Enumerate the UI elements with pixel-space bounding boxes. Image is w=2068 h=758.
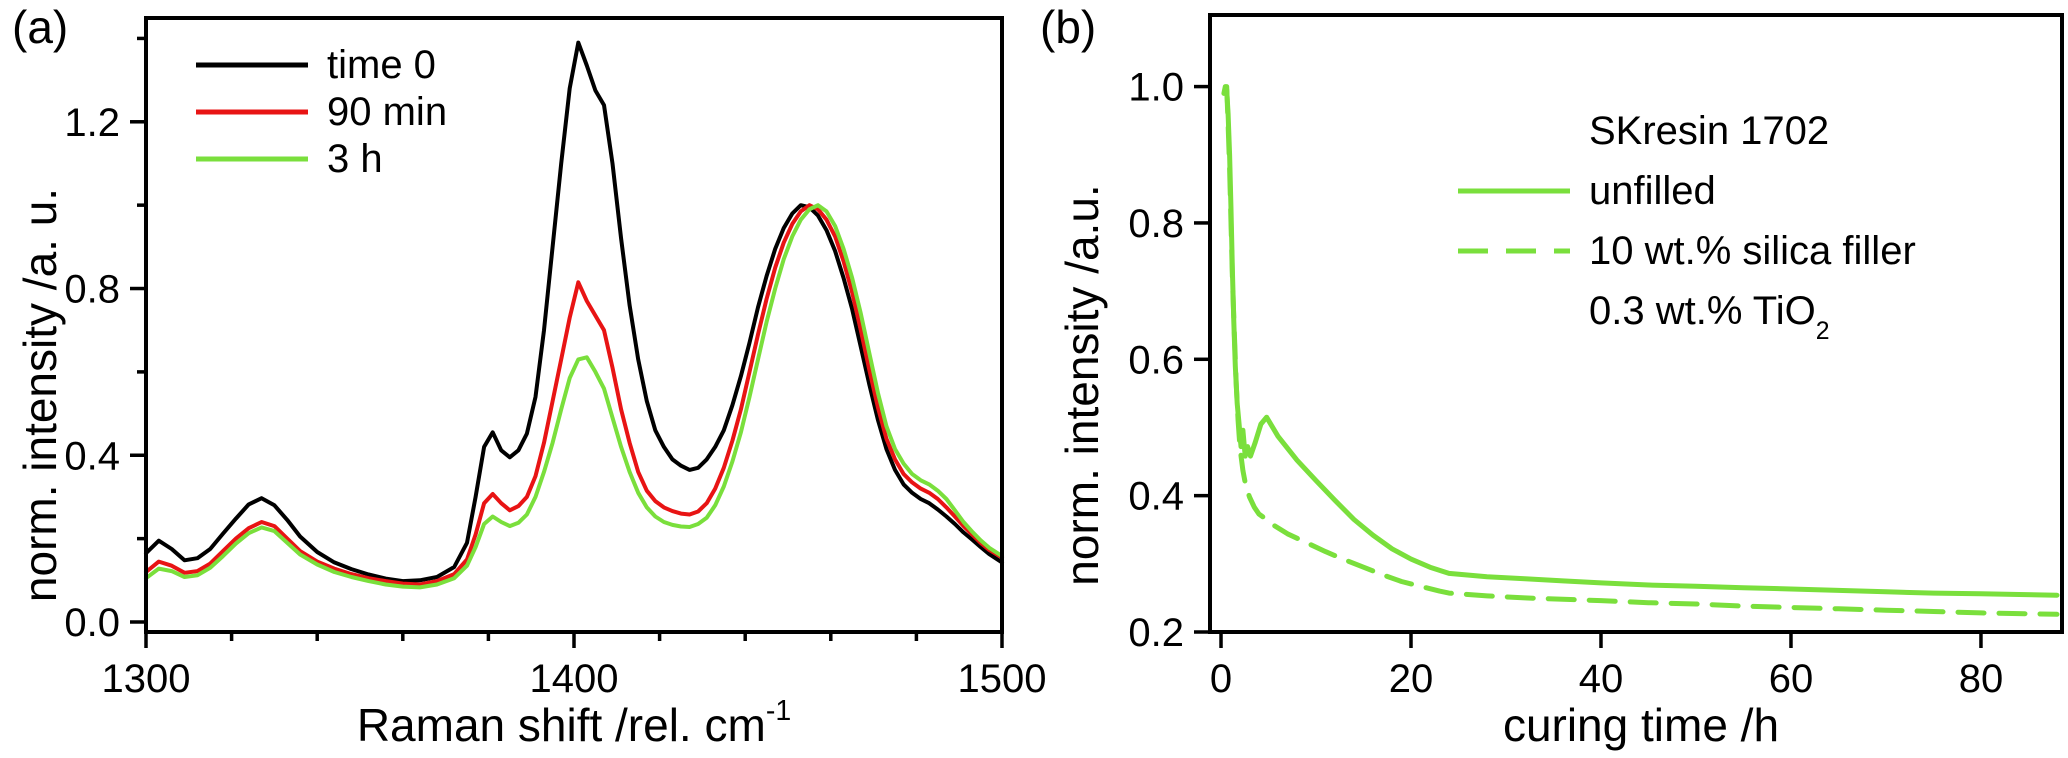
panel-b-legend: SKresin 1702 unfilled 10 wt.% silica fil… — [1458, 101, 1916, 344]
legend-label-tio2-text: 0.3 wt.% TiO — [1589, 289, 1816, 333]
panel-a-y-axis-label: norm. intensity /a. u. — [14, 187, 66, 603]
panel-b-tag: (b) — [1040, 1, 1097, 53]
panel-a-legend: time 0 90 min 3 h — [196, 41, 447, 182]
panel-b-frame — [1208, 13, 2064, 634]
legend-label-3-h: 3 h — [327, 136, 383, 181]
legend-label-90-min: 90 min — [327, 89, 448, 134]
legend-label-silica-filler: 10 wt.% silica filler — [1589, 229, 1916, 273]
series-line-unfilled — [1221, 84, 2060, 598]
panel-b-y-tick-label: 0.4 — [1128, 475, 1184, 519]
legend-title-spacer — [1458, 125, 1570, 137]
panel-b-x-tick-label: 20 — [1389, 657, 1434, 701]
legend-line-unfilled-icon — [1458, 188, 1570, 194]
panel-b-x-tick-label: 60 — [1769, 657, 1814, 701]
legend-title-row: SKresin 1702 — [1458, 101, 1916, 161]
legend-entry-3-h: 3 h — [196, 135, 447, 182]
legend-label-tio2: 0.3 wt.% TiO2 — [1589, 289, 1830, 344]
panel-b-y-tick-label: 0.8 — [1128, 202, 1184, 246]
panel-b-x-axis-label-text: curing time /h — [1502, 699, 1780, 751]
panel-a-y-tick-label: 0.8 — [64, 268, 120, 312]
legend-entry-time-0: time 0 — [196, 41, 447, 88]
legend-entry-tio2-row: 0.3 wt.% TiO2 — [1458, 281, 1916, 344]
legend-line-90-min-icon — [196, 109, 308, 114]
panel-a-x-tick-label: 1300 — [102, 657, 191, 701]
legend-entry-unfilled: unfilled — [1458, 161, 1916, 221]
panel-b-y-tick-label: 1.0 — [1128, 66, 1184, 110]
legend-entry-90-min: 90 min — [196, 88, 447, 135]
panel-b-x-tick-label: 80 — [1959, 657, 2004, 701]
panel-a-x-axis-label: Raman shift /rel. cm-1 — [356, 697, 791, 751]
legend-title: SKresin 1702 — [1589, 109, 1830, 153]
panel-a-y-tick-label: 0.4 — [64, 434, 120, 478]
panel-b-x-tick-label: 0 — [1210, 657, 1232, 701]
panel-b-y-tick-label: 0.2 — [1128, 611, 1184, 655]
panel-a-y-tick-label: 1.2 — [64, 101, 120, 145]
panel-b-x-tick-label: 40 — [1579, 657, 1624, 701]
panel-b-y-tick-label: 0.6 — [1128, 338, 1184, 382]
series-line-10-wt-silica-filler — [1224, 84, 2060, 617]
series-line-90-min — [144, 203, 1004, 587]
legend-line-silica-filler-icon — [1458, 248, 1570, 254]
legend-label-tio2-sub: 2 — [1815, 318, 1830, 346]
panel-b-x-axis-label: curing time /h — [1503, 702, 1779, 748]
panel-a-x-axis-label-text: Raman shift /rel. cm — [356, 699, 766, 751]
panel-a-x-tick-label: 1400 — [530, 657, 619, 701]
panel-a-x-axis-label-sup: -1 — [765, 695, 792, 728]
panel-a-y-tick-label: 0.0 — [64, 601, 120, 645]
legend-line-time-0-icon — [196, 62, 308, 67]
panel-a-x-tick-label: 1500 — [958, 657, 1047, 701]
series-line-time-0 — [144, 40, 1004, 584]
panel-a-tag: (a) — [12, 1, 69, 53]
legend-entry-silica-filler: 10 wt.% silica filler — [1458, 221, 1916, 281]
legend-label-unfilled: unfilled — [1589, 169, 1716, 213]
series-line-3-h — [144, 203, 1004, 590]
panel-b-y-axis-label: norm. intensity /a.u. — [1056, 184, 1108, 586]
legend-label-time-0: time 0 — [327, 42, 436, 87]
legend-line-3-h-icon — [196, 156, 308, 161]
legend-tio2-spacer — [1458, 305, 1570, 317]
